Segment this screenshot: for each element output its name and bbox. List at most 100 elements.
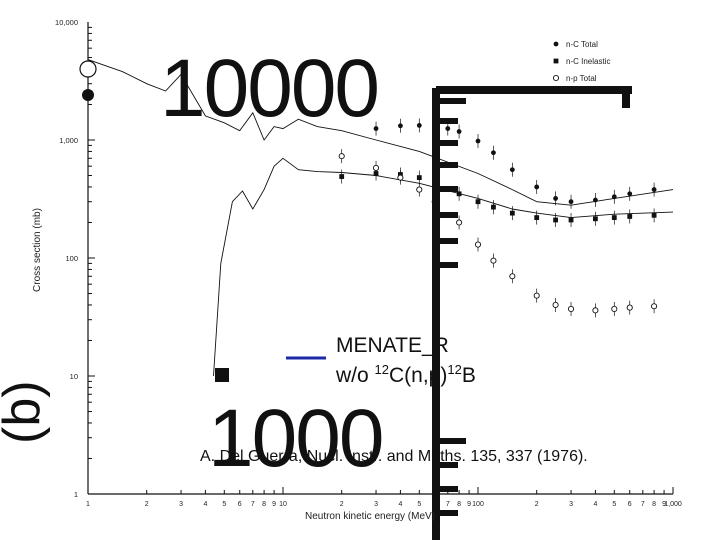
point-nc-total (534, 184, 540, 190)
legend-marker-nc-inelastic (553, 58, 559, 64)
menate-title: MENATE_R (336, 334, 449, 357)
menate-sub-pre: w/o (336, 364, 375, 387)
point-np-total (567, 305, 575, 313)
x-tick-label: 2 (145, 501, 149, 508)
menate-sup1: 12 (374, 362, 389, 377)
overlay-axis-tick (436, 162, 458, 168)
point-np-total (552, 301, 559, 309)
overlay-axis-tick (436, 510, 458, 516)
legend-marker-nc-total (553, 41, 559, 47)
x-tick-label: 4 (593, 501, 597, 508)
overlay-axis-tick (436, 140, 458, 146)
menate-subtitle: w/o 12C(n,p)12B (336, 362, 476, 388)
menate-sup2: 12 (447, 362, 462, 377)
overlay-axis-tick (436, 98, 466, 104)
x-axis-label: Neutron kinetic energy (MeV) (305, 511, 435, 522)
point-np-total (456, 219, 463, 226)
y-tick-label: 1,000 (59, 136, 78, 145)
point-nc-inelastic (627, 214, 633, 219)
point-nc-total (509, 167, 515, 173)
point-np-total (372, 164, 380, 171)
point-np-total (338, 153, 345, 160)
point-nc-inelastic (491, 204, 496, 210)
y-tick-label: 10 (70, 372, 78, 381)
big-label-top: 10000 (160, 43, 380, 134)
legend-label: n-C Total (566, 40, 598, 49)
point-nc-inelastic (534, 215, 540, 220)
point-nc-inelastic (568, 217, 574, 223)
point-nc-inelastic (593, 216, 598, 222)
point-np-total (474, 241, 482, 248)
tick-labels: 1234567891023456789100234567891,00011010… (55, 18, 682, 508)
point-np-total (397, 174, 404, 181)
x-tick-label: 5 (417, 501, 421, 508)
x-tick-label: 5 (222, 501, 226, 508)
point-np-total (509, 273, 516, 280)
overlay-axis-tick (436, 238, 458, 244)
x-tick-label: 8 (652, 501, 656, 508)
x-tick-label: 2 (340, 501, 344, 508)
x-tick-label: 3 (569, 501, 573, 508)
point-nc-total (475, 138, 481, 144)
point-nc-total (373, 126, 379, 131)
legend-label: n-p Total (566, 74, 597, 83)
point-nc-inelastic (651, 212, 657, 218)
menate-sub-post: B (461, 364, 476, 387)
point-nc-total (491, 150, 496, 156)
point-nc-total (627, 191, 633, 197)
legend-label: n-C Inelastic (566, 57, 610, 66)
overlay-axis-tick (436, 118, 458, 124)
point-nc-inelastic (553, 217, 558, 223)
overlay-axis-tick (436, 212, 458, 218)
point-nc-total (568, 199, 574, 205)
point-np-total (592, 307, 599, 314)
y-axis-label: Cross section (mb) (32, 208, 43, 292)
x-tick-label: 3 (374, 501, 378, 508)
start-filled-circle (82, 89, 94, 101)
threshold-square (215, 368, 229, 382)
overlay-axis-tick (436, 438, 466, 444)
x-tick-label: 1,000 (664, 501, 682, 508)
point-np-total (533, 292, 540, 299)
point-np-total (651, 303, 658, 310)
overlay-axis-tick (436, 462, 458, 468)
overlay-top-tick (622, 86, 630, 108)
point-nc-total (611, 194, 617, 200)
point-np-total (611, 305, 618, 313)
point-np-total (626, 304, 633, 311)
x-tick-label: 5 (612, 501, 616, 508)
point-nc-inelastic (611, 215, 617, 220)
x-tick-label: 4 (203, 501, 207, 508)
x-tick-label: 7 (446, 501, 450, 508)
data-points (338, 118, 658, 318)
y-tick-label: 1 (74, 490, 78, 499)
point-nc-inelastic (456, 191, 462, 197)
overlay-top-bar (436, 86, 632, 94)
point-nc-total (445, 126, 451, 131)
point-nc-inelastic (509, 210, 515, 216)
point-nc-total (593, 197, 598, 203)
y-tick-label: 100 (65, 254, 78, 263)
x-tick-label: 8 (262, 501, 266, 508)
overlay-axis-tick (436, 186, 458, 192)
overlay-axis-tick (436, 486, 458, 492)
overlay-axis-bar (432, 88, 440, 540)
point-np-total (490, 257, 497, 264)
big-label-bottom: 1000 (208, 393, 384, 484)
point-nc-total (416, 122, 422, 128)
start-open-circle (79, 60, 97, 78)
x-tick-label: 6 (628, 501, 632, 508)
x-tick-label: 7 (251, 501, 255, 508)
x-tick-label: 8 (457, 501, 461, 508)
x-tick-label: 7 (641, 501, 645, 508)
point-nc-inelastic (416, 175, 422, 181)
x-tick-label: 1 (86, 501, 90, 508)
x-tick-label: 9 (662, 501, 666, 508)
x-tick-label: 10 (279, 501, 287, 508)
overlay-marks (79, 60, 632, 540)
point-np-total (416, 186, 423, 193)
point-nc-total (553, 195, 558, 201)
x-tick-label: 2 (535, 501, 539, 508)
x-tick-label: 9 (467, 501, 471, 508)
